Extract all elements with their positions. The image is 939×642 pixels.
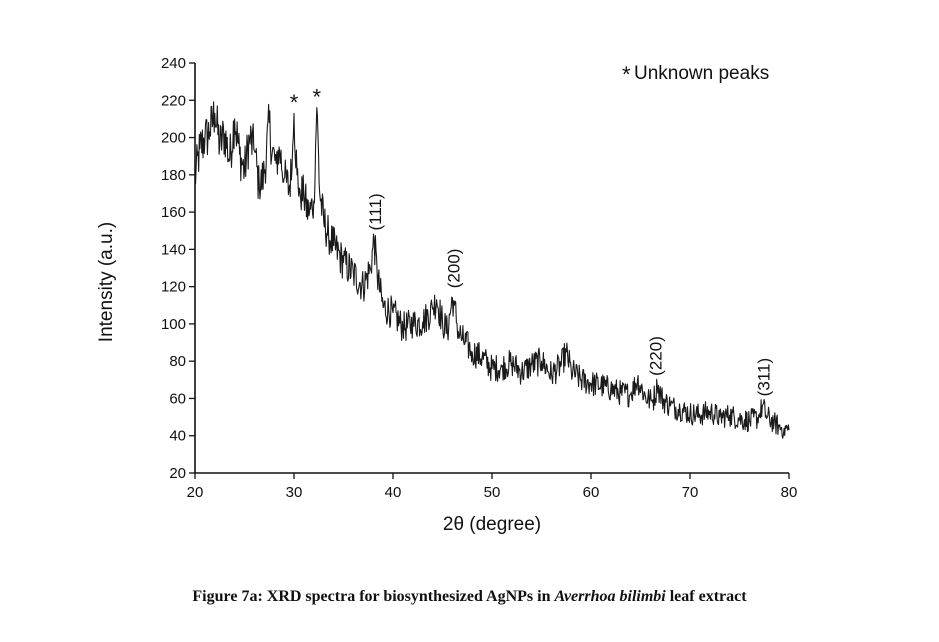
chart-ticks: 20 40 60 80 100 120 140 160 180 200 220 240 20 30 40 50… <box>161 55 797 501</box>
chart-axes <box>194 63 789 474</box>
caption-species: Averrhoa bilimbi <box>554 588 666 605</box>
y-tick-label: 60 <box>169 390 186 407</box>
y-tick-label: 40 <box>169 428 186 445</box>
xrd-spectrum-line <box>194 101 790 439</box>
caption-prefix: Figure 7a: XRD spectra for biosynthesize… <box>192 588 555 605</box>
unknown-peak-marker: * <box>290 90 299 115</box>
chart-series <box>194 101 790 439</box>
x-tick-label: 80 <box>781 484 798 501</box>
y-tick-label: 200 <box>161 130 186 147</box>
peak-label: (111) <box>366 193 385 230</box>
chart-annotations: * * (111) (200) (220) (311) <box>290 84 774 396</box>
y-tick-label: 240 <box>161 55 186 72</box>
peak-label: (311) <box>754 358 773 396</box>
legend-label: Unknown peaks <box>634 63 769 84</box>
x-tick-label: 60 <box>583 484 600 501</box>
y-axis-title: Intensity (a.u.) <box>96 222 117 342</box>
figure-caption: Figure 7a: XRD spectra for biosynthesize… <box>0 588 939 606</box>
y-tick-label: 220 <box>161 92 186 109</box>
y-tick-label: 20 <box>169 465 186 482</box>
y-tick-label: 140 <box>161 241 186 258</box>
y-tick-label: 160 <box>161 204 186 221</box>
chart-legend: * Unknown peaks <box>622 62 769 87</box>
x-tick-label: 70 <box>682 484 699 501</box>
x-tick-label: 20 <box>187 484 204 501</box>
y-tick-label: 100 <box>161 316 186 333</box>
y-tick-label: 80 <box>169 353 186 370</box>
unknown-peak-marker: * <box>312 84 321 109</box>
legend-marker: * <box>622 62 631 87</box>
y-tick-label: 180 <box>161 167 186 184</box>
y-tick-label: 120 <box>161 279 186 296</box>
peak-label: (200) <box>444 249 463 289</box>
x-tick-label: 40 <box>385 484 402 501</box>
x-tick-label: 30 <box>286 484 303 501</box>
xrd-chart: 20 40 60 80 100 120 140 160 180 200 220 240 20 30 40 50… <box>96 55 797 535</box>
x-tick-label: 50 <box>484 484 501 501</box>
x-axis-title: 2θ (degree) <box>443 514 541 535</box>
peak-label: (220) <box>646 336 665 376</box>
caption-suffix: leaf extract <box>665 588 747 605</box>
